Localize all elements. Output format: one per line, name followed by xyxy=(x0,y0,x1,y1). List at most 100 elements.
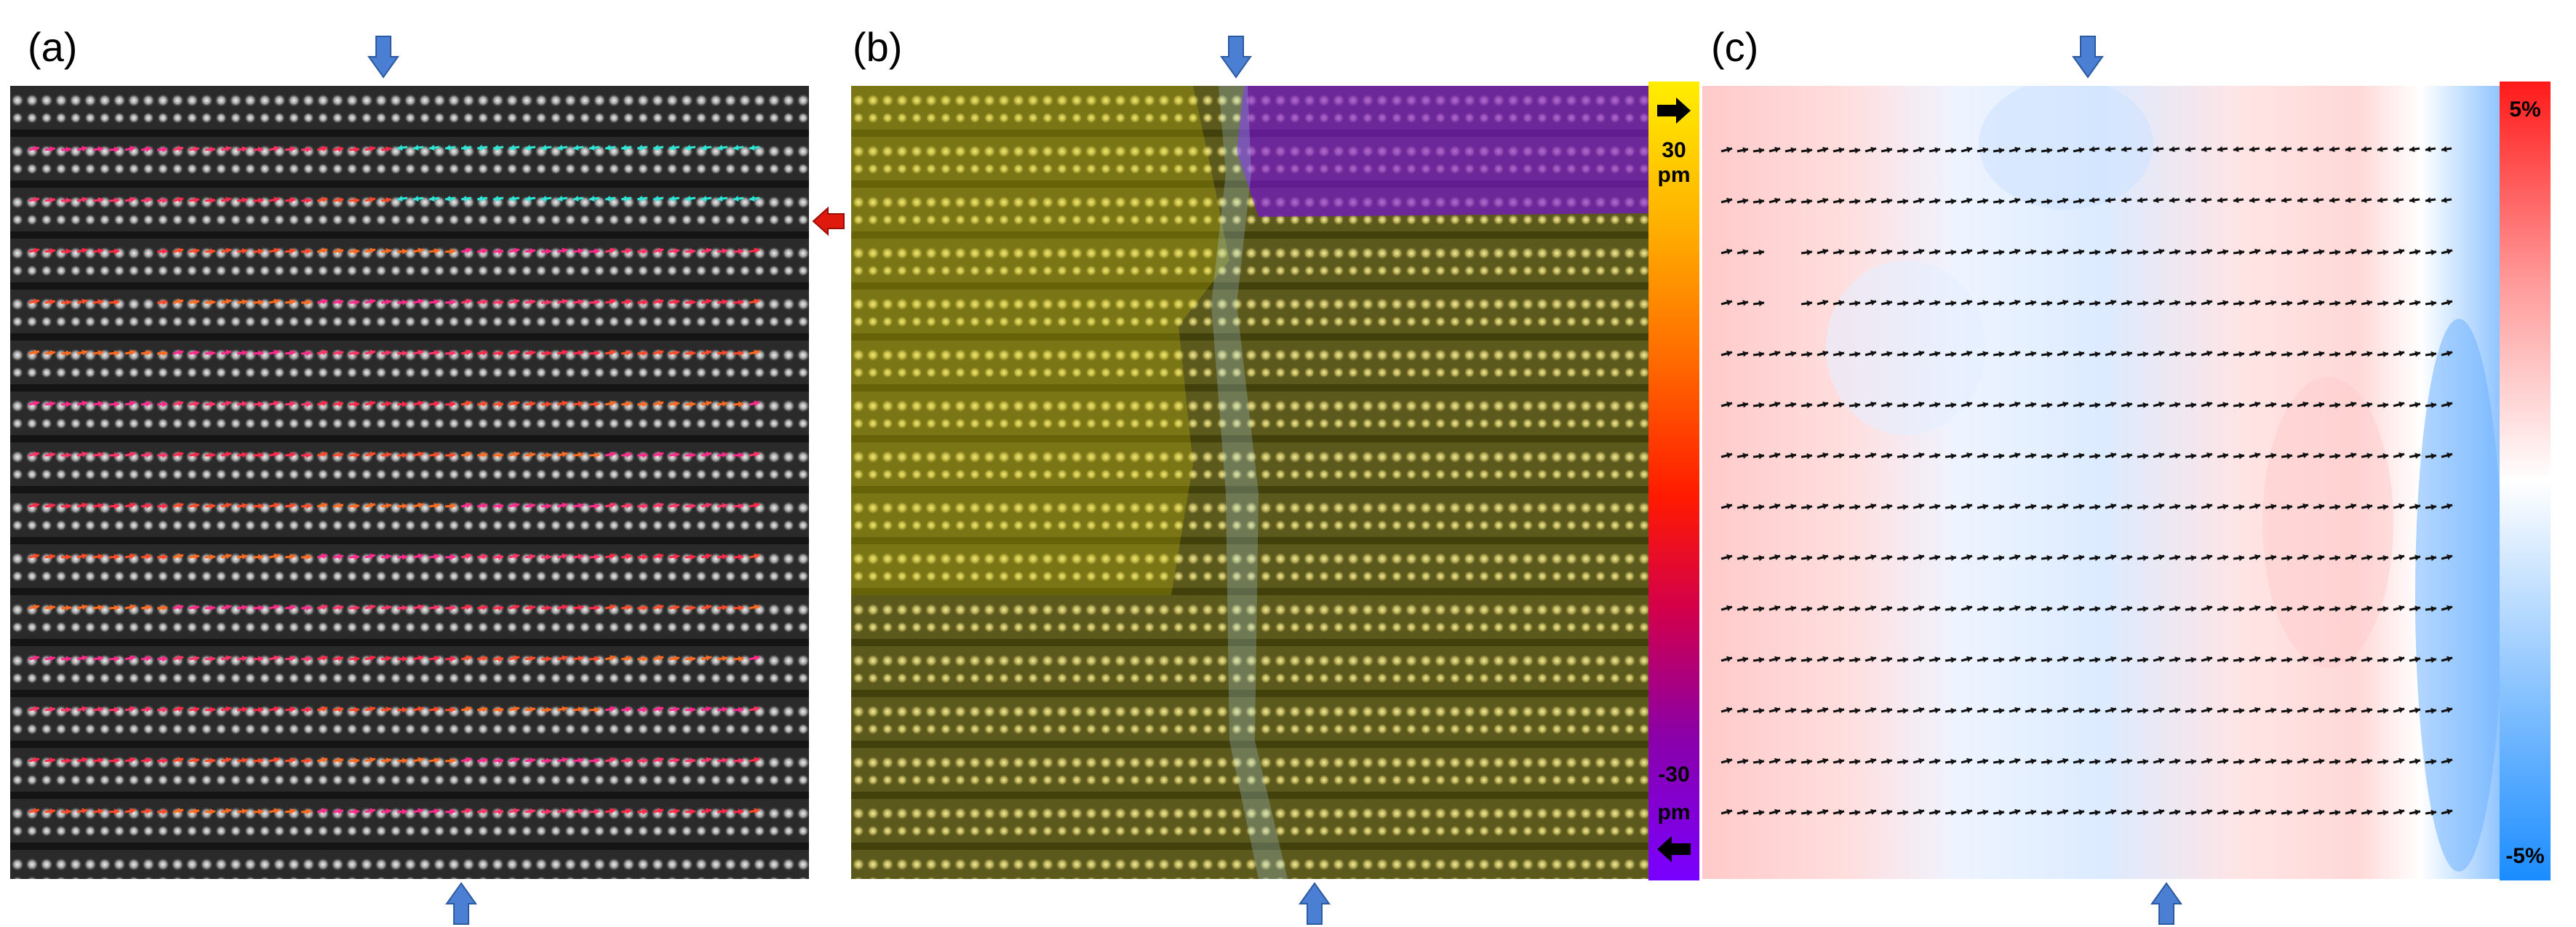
strain-vector-head xyxy=(2447,401,2452,407)
left-yellow-domain xyxy=(851,86,1229,595)
strain-vector-head xyxy=(2142,453,2148,460)
polarization-vector-head xyxy=(562,553,567,560)
strain-vector-head xyxy=(2046,504,2052,511)
strain-vector-head xyxy=(1774,350,1780,357)
strain-vector-head xyxy=(2334,504,2340,511)
strain-vector-head xyxy=(1774,656,1780,662)
strain-vector-head xyxy=(2206,248,2212,255)
strain-vector-head xyxy=(1822,503,1828,509)
polarization-vector-head xyxy=(194,146,199,153)
strain-vector-head xyxy=(1886,707,1892,714)
strain-vector-head xyxy=(2110,757,2116,764)
polarization-vector-head xyxy=(162,808,167,815)
strain-vector-head xyxy=(2046,554,2052,562)
strain-vector-head xyxy=(2142,351,2148,358)
polarization-vector-head xyxy=(242,757,247,764)
strain-vector-head xyxy=(1838,809,1844,816)
polarization-vector-head xyxy=(386,196,391,204)
strain-vector-head xyxy=(2334,402,2340,409)
polarization-vector-head xyxy=(621,195,627,202)
right-arrow-icon xyxy=(1657,98,1691,124)
polarization-vector-head xyxy=(722,349,727,357)
polarization-vector-head xyxy=(81,349,87,356)
strain-vector-head xyxy=(1774,554,1780,560)
strain-vector-head xyxy=(1950,758,1956,765)
strain-vector-head xyxy=(1806,605,1812,613)
polarization-vector-head xyxy=(477,144,483,151)
polarization-vector-head xyxy=(738,808,743,815)
polarization-vector-head xyxy=(258,503,263,509)
polarization-vector-head xyxy=(754,298,759,305)
strain-vector-head xyxy=(2110,401,2116,407)
polarization-vector-head xyxy=(402,656,407,662)
strain-vector-head xyxy=(2062,299,2068,306)
strain-vector-head xyxy=(2142,707,2148,715)
polarization-vector-head xyxy=(33,146,39,152)
strain-vector-head xyxy=(2431,249,2436,256)
polarization-vector-head xyxy=(642,299,647,306)
strain-vector-head xyxy=(1950,249,1956,256)
strain-vector-head xyxy=(1758,453,1764,460)
polarization-vector-head xyxy=(290,400,295,407)
polarization-vector-head xyxy=(594,452,599,458)
polarization-vector-head xyxy=(274,196,279,203)
strain-vector-head xyxy=(1902,453,1908,460)
polarization-vector-head xyxy=(49,298,55,306)
polarization-vector-head xyxy=(290,146,295,153)
polarization-vector-head xyxy=(370,247,375,254)
strain-vector-head xyxy=(2377,196,2383,204)
polarization-vector-head xyxy=(722,451,727,458)
polarization-vector-head xyxy=(258,605,263,611)
polarization-vector-head xyxy=(258,350,263,357)
strain-vector-head xyxy=(2334,605,2340,613)
strain-vector-head xyxy=(1822,248,1828,255)
polarization-vector-head xyxy=(402,401,407,407)
strain-vector-head xyxy=(1790,758,1796,765)
polarization-vector-head xyxy=(605,195,611,202)
polarization-vector-head xyxy=(685,144,691,151)
polarization-vector-head xyxy=(434,655,439,662)
polarization-vector-head xyxy=(674,400,679,407)
colorbar-b: 30 pm -30 pm xyxy=(1648,81,1699,880)
polarization-vector-head xyxy=(306,350,311,357)
strain-vector-head xyxy=(2142,656,2148,664)
strain-vector-head xyxy=(2014,248,2020,255)
strain-vector-head xyxy=(2190,758,2196,765)
polarization-vector-head xyxy=(466,757,471,763)
strain-vector-head xyxy=(2382,809,2388,816)
polarization-vector-head xyxy=(370,298,375,305)
polarization-vector-head xyxy=(145,400,151,407)
strain-vector-head xyxy=(1758,707,1764,715)
polarization-vector-head xyxy=(690,605,695,611)
polarization-vector-head xyxy=(594,656,599,662)
strain-vector-head xyxy=(1998,402,2004,409)
polarization-vector-head xyxy=(418,502,423,509)
strain-vector-head xyxy=(2447,350,2452,357)
strain-vector-head xyxy=(2094,249,2100,256)
polarization-vector-head xyxy=(610,400,615,407)
polarization-vector-head xyxy=(258,197,263,204)
polarization-vector-head xyxy=(738,605,743,611)
strain-vector-head xyxy=(2286,554,2292,562)
polarization-vector-head xyxy=(242,655,247,662)
polarization-vector-head xyxy=(322,706,327,712)
polarization-vector-head xyxy=(274,502,279,509)
polarization-vector-head xyxy=(450,707,455,713)
polarization-vector-head xyxy=(97,808,103,815)
polarization-vector-head xyxy=(626,502,631,509)
polarization-vector-head xyxy=(418,247,423,254)
strain-vector-head xyxy=(1726,503,1732,509)
strain-vector-head xyxy=(1774,605,1780,611)
polarization-vector-head xyxy=(482,553,487,560)
polarization-vector-head xyxy=(642,401,647,407)
strain-vector-head xyxy=(2094,300,2100,307)
polarization-vector-head xyxy=(49,604,55,611)
strain-vector-head xyxy=(1758,351,1764,358)
strain-vector-head xyxy=(1998,249,2004,256)
polarization-vector-head xyxy=(162,401,167,407)
polarization-vector-head xyxy=(386,400,391,407)
colorbar-b-bottom-value: -30 xyxy=(1658,763,1690,787)
polarization-vector-head xyxy=(338,349,343,357)
strain-vector-head xyxy=(1966,656,1972,662)
strain-vector-head xyxy=(2431,605,2436,613)
